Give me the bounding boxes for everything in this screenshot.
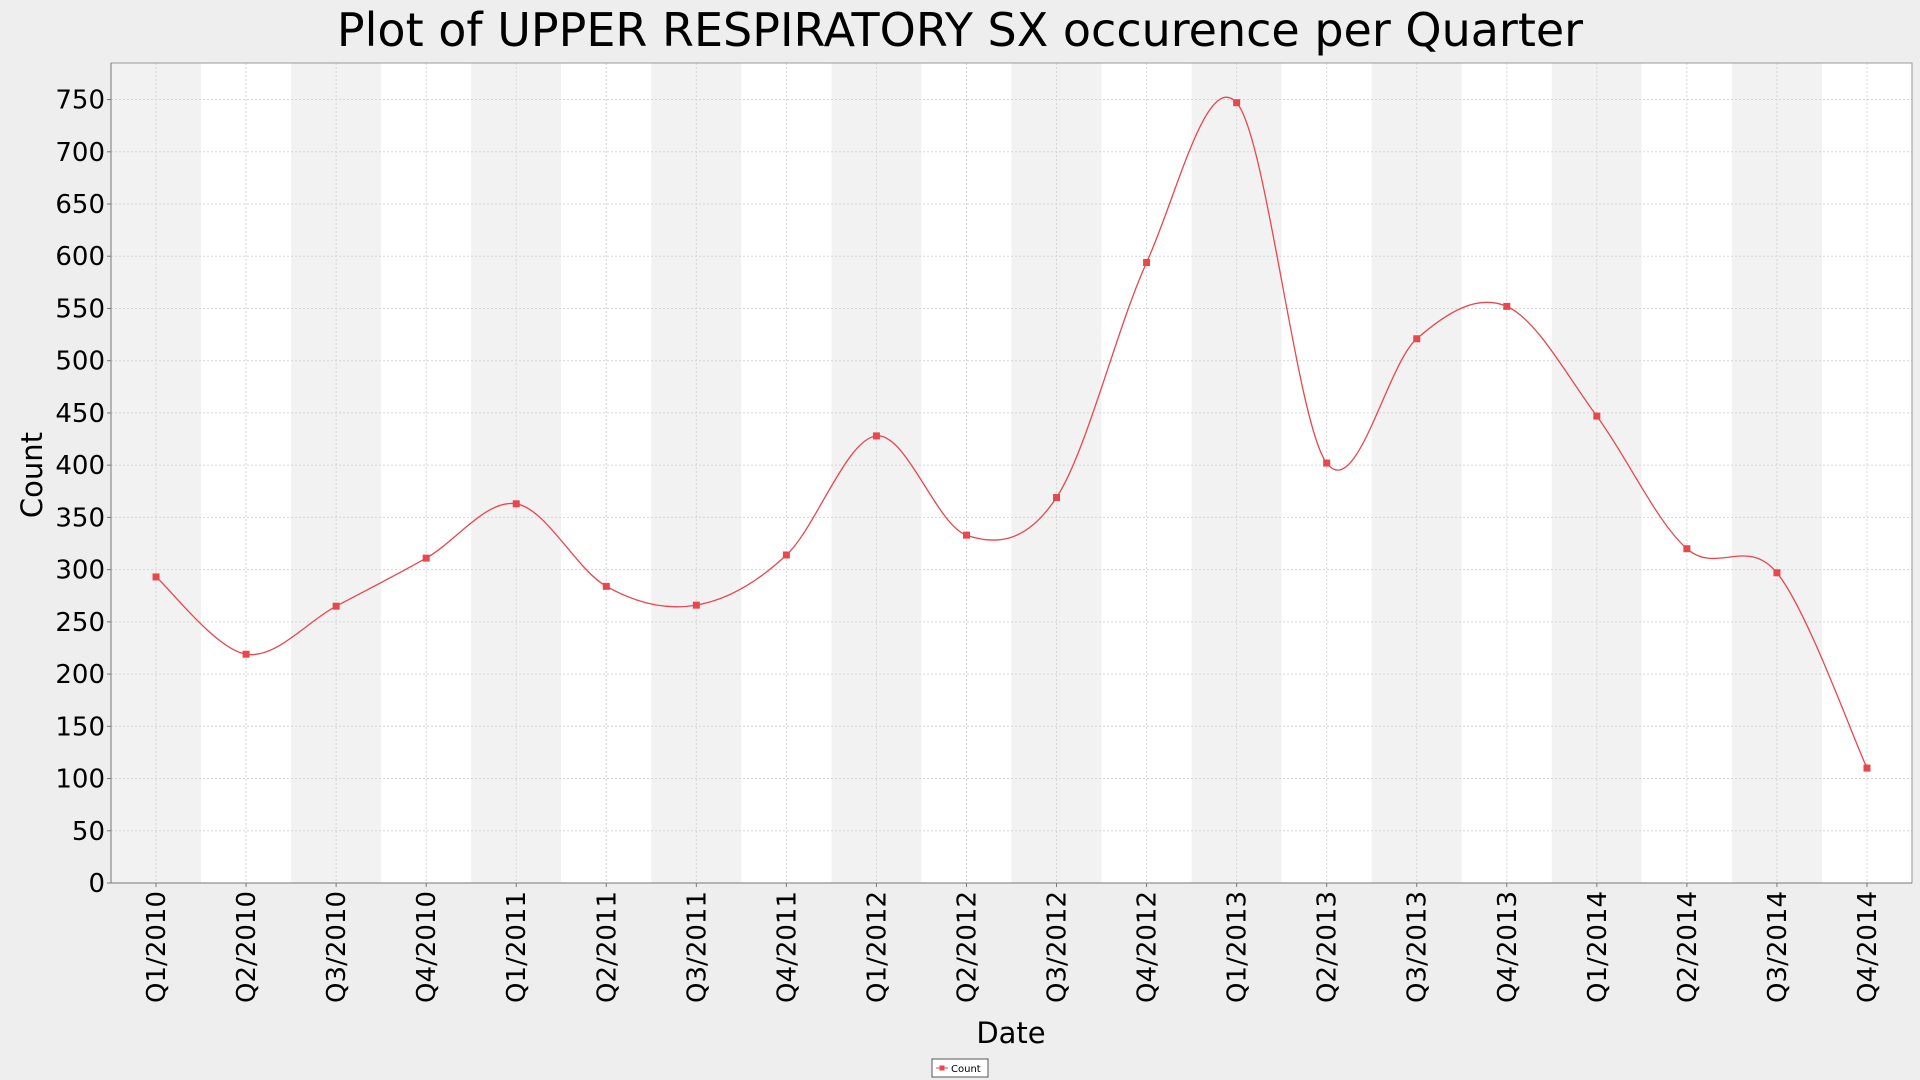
- x-tick-label: Q3/2013: [1403, 891, 1433, 1003]
- data-point: [692, 601, 700, 609]
- data-point: [1143, 259, 1151, 267]
- y-tick-label: 600: [55, 242, 105, 272]
- series-line-count: [155, 96, 1868, 769]
- chart-title: Plot of UPPER RESPIRATORY SX occurence p…: [337, 3, 1583, 57]
- legend-marker-swatch: [939, 1065, 945, 1071]
- data-point: [332, 602, 340, 610]
- data-point: [1323, 459, 1331, 467]
- x-tick-label: Q4/2014: [1853, 891, 1883, 1003]
- data-point: [1593, 412, 1601, 420]
- legend-box: [931, 1058, 989, 1078]
- x-tick-label: Q3/2010: [322, 891, 352, 1003]
- x-tick-label: Q4/2010: [412, 891, 442, 1003]
- x-tick-label: Q3/2012: [1043, 891, 1073, 1003]
- data-point: [962, 531, 970, 539]
- y-tick-label: 750: [55, 86, 105, 116]
- data-point: [1503, 302, 1511, 310]
- y-tick-label: 150: [55, 712, 105, 742]
- y-axis-title: Count: [15, 432, 49, 518]
- x-tick-label: Q2/2013: [1313, 891, 1343, 1003]
- x-tick-label: Q2/2012: [952, 891, 982, 1003]
- y-tick-label: 200: [55, 660, 105, 690]
- y-tick-label: 50: [72, 817, 105, 847]
- data-point: [1773, 569, 1781, 577]
- y-tick-label: 100: [55, 765, 105, 795]
- y-tick-label: 250: [55, 608, 105, 638]
- data-point: [242, 650, 250, 658]
- series-count: [152, 96, 1871, 772]
- x-tick-label: Q1/2014: [1583, 891, 1613, 1003]
- x-tick-label: Q4/2013: [1493, 891, 1523, 1003]
- x-axis: Q1/2010 Q2/2010 Q3/2010 Q4/2010 Q1/2011 Q2/20…: [111, 882, 1912, 1003]
- y-tick-label: 550: [55, 294, 105, 324]
- y-tick-label: 650: [55, 190, 105, 220]
- data-point: [602, 582, 610, 590]
- x-tick-label: Q1/2011: [502, 891, 532, 1003]
- x-tick-label: Q3/2014: [1763, 891, 1793, 1003]
- data-point: [1683, 545, 1691, 553]
- data-point: [1053, 494, 1061, 502]
- data-point: [1413, 335, 1421, 343]
- data-point: [1233, 99, 1241, 107]
- y-tick-label: 350: [55, 503, 105, 533]
- data-point: [152, 573, 160, 581]
- x-tick-label: Q3/2011: [682, 891, 712, 1003]
- y-axis: 0 50 100 150 200 250 300 350 400 450 500 550 600 650 7…: [55, 63, 112, 899]
- gridlines: [111, 63, 1912, 884]
- plot-area: 0 50 100 150 200 250 300 350 400 450 500 550 600 650 7…: [55, 62, 1913, 1003]
- x-tick-label: Q2/2010: [232, 891, 262, 1003]
- data-point: [422, 554, 430, 562]
- legend-label: Count: [951, 1064, 981, 1075]
- y-tick-label: 400: [55, 451, 105, 481]
- x-tick-label: Q1/2010: [142, 891, 172, 1003]
- alternating-bands: [111, 63, 1912, 883]
- legend: Count: [931, 1058, 989, 1078]
- y-tick-label: 700: [55, 138, 105, 168]
- x-axis-title: Date: [976, 1016, 1045, 1050]
- x-tick-label: Q2/2014: [1673, 891, 1703, 1003]
- x-tick-label: Q1/2013: [1223, 891, 1253, 1003]
- data-point: [1863, 764, 1871, 772]
- data-point: [872, 432, 880, 440]
- x-tick-label: Q1/2012: [862, 891, 892, 1003]
- y-tick-label: 500: [55, 347, 105, 377]
- y-tick-label: 450: [55, 399, 105, 429]
- data-point: [782, 551, 790, 559]
- y-tick-label: 300: [55, 556, 105, 586]
- data-point: [512, 500, 520, 508]
- x-tick-label: Q4/2012: [1133, 891, 1163, 1003]
- x-tick-label: Q2/2011: [592, 891, 622, 1003]
- y-tick-label: 0: [88, 869, 105, 899]
- x-tick-label: Q4/2011: [772, 891, 802, 1003]
